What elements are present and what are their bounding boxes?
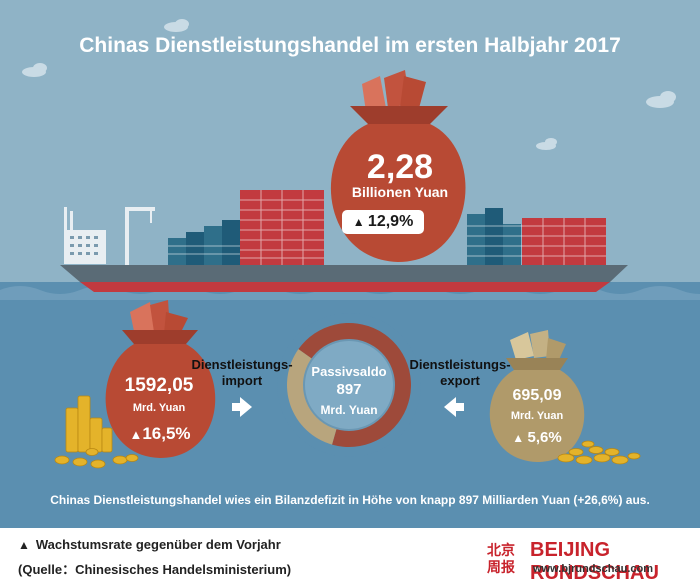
page-title: Chinas Dienstleistungshandel im ersten H… (79, 34, 621, 57)
legend-text: Wachstumsrate gegenüber dem Vorjahr (35, 537, 281, 552)
footer-bar (0, 528, 700, 588)
cloud-icon (22, 19, 676, 150)
brand-url[interactable]: www.bjrundschau.com (533, 563, 653, 575)
arrow-left-icon (444, 397, 464, 417)
brand-logo-chars: 北京 (487, 542, 515, 559)
total-growth-value: 12,9% (367, 213, 414, 230)
arrow-right-icon (232, 397, 252, 417)
ship-hull (60, 265, 628, 282)
gold-coins-right-icon (557, 440, 641, 465)
ship-hull-red (80, 282, 610, 292)
total-growth: ▲ 12,9% (342, 213, 424, 231)
growth-triangle-icon: ▲ (512, 431, 528, 445)
export-unit: Mrd. Yuan (510, 410, 564, 422)
source-note: (Quelle：Chinesisches Handelsministerium) (18, 562, 292, 577)
gold-coins-left-icon (54, 395, 139, 469)
export-label: Dienstleistungs- export (409, 357, 511, 388)
import-growth-value: 16,5% (142, 424, 191, 443)
brand-name[interactable]: BEIJING RUNDSCHAU (530, 539, 659, 584)
total-unit: Billionen Yuan (351, 184, 449, 200)
legend: ▲ Wachstumsrate gegenüber dem Vorjahr (18, 537, 281, 552)
balance-unit: Mrd. Yuan (320, 403, 378, 417)
balance-value: 897 (336, 381, 362, 398)
growth-triangle-icon: ▲ (129, 427, 143, 442)
ship-windows (70, 236, 98, 255)
import-unit: Mrd. Yuan (132, 402, 186, 414)
growth-pill-total (342, 210, 424, 234)
container-lines-right (467, 218, 606, 266)
ring-inner (304, 340, 394, 430)
summary-text: Chinas Dienstleistungshandel wies ein Bi… (50, 493, 650, 507)
export-growth: ▲ 5,6% (487, 429, 587, 446)
brand-logo-icon: 北京 周报 (480, 538, 522, 576)
total-value: 2,28 (366, 148, 434, 186)
money-bag-export-icon (489, 330, 585, 462)
import-label: Dienstleistungs- import (191, 357, 293, 388)
balance-label: Passivsaldo (311, 364, 387, 379)
brand-logo-chars-bottom: 周报 (487, 560, 515, 576)
money-bag-import-icon (105, 300, 216, 458)
import-value: 1592,05 (124, 375, 194, 396)
growth-triangle-icon: ▲ (18, 538, 30, 552)
export-value: 695,09 (512, 387, 562, 404)
import-growth: ▲16,5% (110, 424, 210, 444)
ring-inner-shadow (303, 339, 395, 431)
growth-triangle-icon: ▲ (352, 215, 368, 229)
container-lines (168, 190, 324, 266)
export-growth-value: 5,6% (527, 429, 562, 446)
